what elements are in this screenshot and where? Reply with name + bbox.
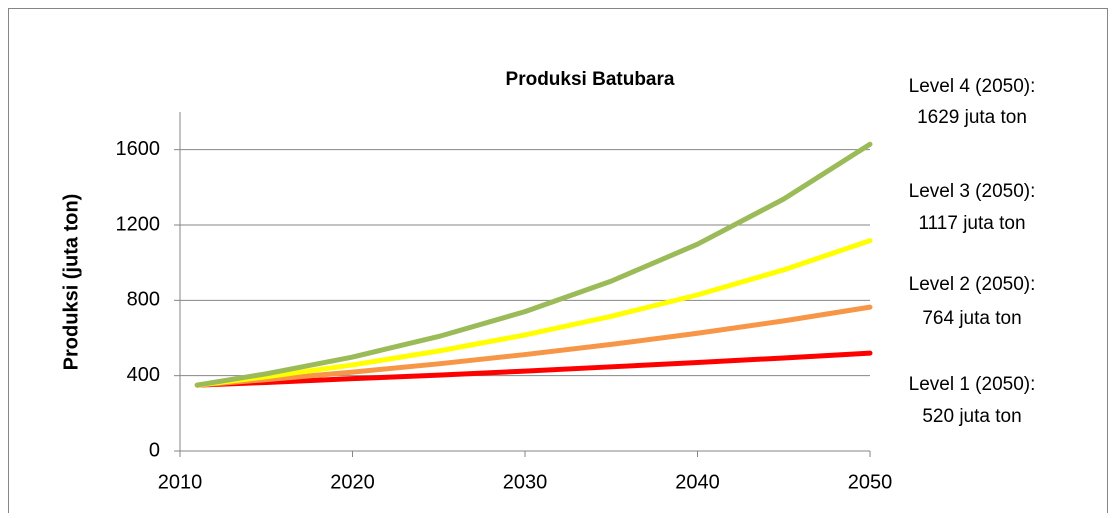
- chart-frame: [8, 8, 1108, 518]
- chart-title: Produksi Batubara: [506, 69, 675, 90]
- annotation: Level 3 (2050):: [909, 181, 1036, 202]
- y-tick-label: 400: [127, 364, 160, 386]
- series-line: [194, 350, 873, 388]
- series-line: [194, 238, 873, 388]
- y-tick-label: 1200: [116, 213, 161, 235]
- annotation: Level 2 (2050):: [909, 274, 1036, 295]
- x-tick-label: 2040: [675, 471, 720, 493]
- series-line: [194, 304, 873, 388]
- annotation: 764 juta ton: [922, 308, 1021, 329]
- x-tick-label: 2030: [503, 471, 548, 493]
- x-tick-label: 2020: [330, 471, 375, 493]
- y-tick-label: 1600: [116, 138, 161, 160]
- annotation: 1117 juta ton: [918, 213, 1025, 234]
- annotation: Level 4 (2050):: [909, 76, 1036, 97]
- y-axis-label: Produksi (juta ton): [60, 194, 82, 371]
- y-tick-label: 800: [127, 289, 160, 311]
- series-line: [194, 141, 873, 388]
- annotation: 520 juta ton: [922, 406, 1021, 427]
- y-tick-label: 0: [149, 439, 160, 461]
- x-tick-label: 2050: [848, 471, 893, 493]
- annotation: Level 1 (2050):: [909, 374, 1036, 395]
- annotation: 1629 juta ton: [917, 107, 1027, 128]
- x-tick-label: 2010: [158, 471, 203, 493]
